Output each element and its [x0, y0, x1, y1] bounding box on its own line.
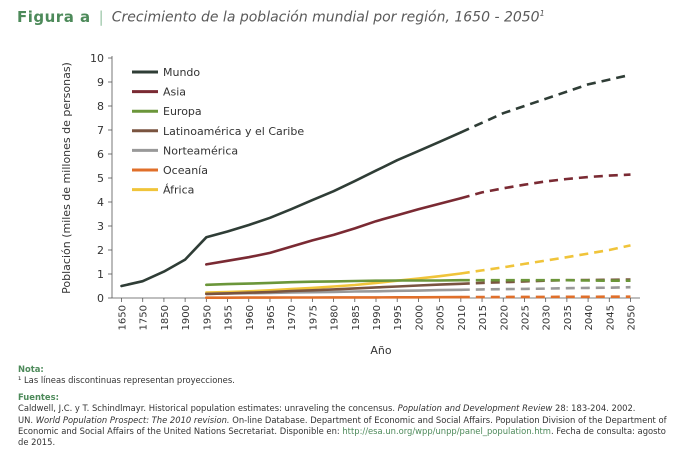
- series-line-projection: [460, 278, 631, 283]
- x-axis-title: Año: [370, 344, 391, 357]
- legend-label: Mundo: [163, 66, 200, 79]
- figure-label: Figura a: [17, 8, 91, 26]
- x-tick-label: 2020: [499, 305, 510, 330]
- series-line-historical: [120, 131, 463, 288]
- series-line-historical: [205, 282, 463, 296]
- y-tick-label: 10: [90, 52, 104, 65]
- series-line-projection: [460, 244, 631, 275]
- series-line-projection: [460, 285, 631, 292]
- legend: Mundo Asia Europa Latinoamérica y el Caribe…: [132, 66, 304, 197]
- legend-label: Europa: [163, 105, 202, 118]
- series-europa: [205, 278, 631, 287]
- series-line-projection: [460, 73, 631, 134]
- y-tick-label: 0: [97, 292, 104, 305]
- x-tick-label: 1975: [308, 305, 319, 330]
- series-line-projection: [460, 173, 631, 200]
- population-chart: 0 1 2 3 4 5 6 7 8 9 10 1650 1750 1850 1900 1950 1955 1960…: [60, 52, 640, 357]
- x-tick-label: 2030: [542, 305, 553, 330]
- series-africa: [205, 244, 631, 294]
- legend-label: Latinoamérica y el Caribe: [163, 125, 304, 138]
- series-mundo: [120, 73, 631, 288]
- x-tick-label: 2010: [457, 305, 468, 330]
- x-tick-label: 1965: [266, 305, 277, 330]
- source-un: UN. World Population Prospect: The 2010 …: [18, 414, 667, 448]
- legend-label: África: [163, 184, 194, 197]
- x-tick-label: 2015: [478, 305, 489, 330]
- x-tick-label: 2000: [414, 305, 425, 330]
- x-tick-label: 1850: [160, 305, 171, 330]
- legend-label: Norteamérica: [163, 144, 238, 157]
- x-tick-label: 1995: [393, 305, 404, 330]
- series-line-historical: [205, 196, 463, 266]
- x-tick-label: 1985: [351, 305, 362, 330]
- source-caldwell: Caldwell, J.C. y T. Schindlmayr. Histori…: [18, 403, 636, 414]
- y-tick-label: 9: [97, 76, 104, 89]
- y-tick-label: 1: [97, 268, 104, 281]
- figure-title-footnote-mark: 1: [539, 9, 545, 19]
- x-tick-label: 2050: [627, 305, 638, 330]
- y-tick-label: 6: [97, 148, 104, 161]
- y-tick-label: 8: [97, 100, 104, 113]
- y-tick-label: 7: [97, 124, 104, 137]
- series-line-historical: [205, 295, 463, 300]
- y-tick-label: 5: [97, 172, 104, 185]
- x-tick-label: 1990: [372, 305, 383, 330]
- source-link[interactable]: http://esa.un.org/wpp/unpp/panel_populat…: [342, 426, 551, 437]
- sources-heading: Fuentes:: [18, 391, 59, 402]
- x-tick-label: 2035: [563, 305, 574, 330]
- x-tick-label: 2045: [605, 305, 616, 330]
- notes-section: Nota: ¹ Las líneas discontinuas represen…: [18, 364, 668, 449]
- figure-header: Figura a | Crecimiento de la población m…: [17, 8, 677, 32]
- x-tick-label: 2025: [520, 305, 531, 330]
- y-tick-label: 2: [97, 244, 104, 257]
- x-tick-label: 1950: [202, 305, 213, 330]
- legend-label: Asia: [163, 86, 186, 99]
- x-tick-label: 1970: [287, 305, 298, 330]
- note-heading: Nota:: [18, 364, 44, 374]
- y-tick-label: 4: [97, 196, 104, 209]
- figure-separator: |: [98, 8, 104, 26]
- x-tick-label: 2040: [584, 305, 595, 330]
- x-tick-label: 2005: [436, 305, 447, 330]
- x-tick-label: 1955: [224, 305, 235, 330]
- series-line-projection: [460, 278, 631, 286]
- x-tick-label: 1900: [181, 305, 192, 330]
- x-tick-label: 1750: [139, 305, 150, 330]
- series-line-historical: [205, 278, 463, 287]
- figure-title: Crecimiento de la población mundial por …: [111, 9, 545, 26]
- series-line-historical: [205, 272, 463, 294]
- y-tick-label: 3: [97, 220, 104, 233]
- legend-label: Oceanía: [163, 164, 208, 177]
- series-asia: [205, 173, 631, 266]
- x-tick-label: 1980: [330, 305, 341, 330]
- x-tick-label: 1960: [245, 305, 256, 330]
- projection-footnote: ¹ Las líneas discontinuas representan pr…: [18, 375, 235, 386]
- y-axis-title: Población (miles de millones de personas…: [60, 62, 73, 294]
- series-oceania: [205, 295, 631, 300]
- x-tick-label: 1650: [118, 305, 129, 330]
